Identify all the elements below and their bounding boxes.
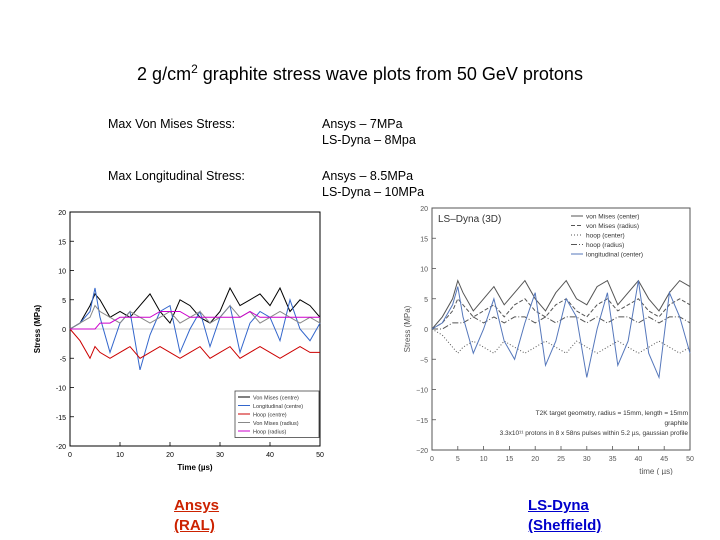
y-tick-label: −20 bbox=[416, 448, 428, 455]
series-line-hoop-radius bbox=[70, 310, 320, 330]
x-tick-label: 30 bbox=[216, 452, 224, 459]
legend-entry: Hoop (centre) bbox=[253, 413, 287, 419]
x-tick-label: 50 bbox=[316, 452, 324, 459]
y-tick-label: 10 bbox=[420, 267, 428, 274]
ansys-plot-frame: 20 15 10 5 0 -5 -10 -15 -20 0 10 20 30 40 50 Time (µs) S… bbox=[30, 200, 330, 478]
x-tick-label: 35 bbox=[609, 456, 617, 463]
ansys-caption-line2[interactable]: (RAL) bbox=[174, 517, 215, 534]
legend-entry: Hoop (radius) bbox=[253, 430, 286, 436]
x-tick-label: 40 bbox=[635, 456, 643, 463]
lsdyna-plot-frame: 20 15 10 5 0 −5 −10 −15 −20 0 5 10 15 20 25 30 35 40 45 50 t… bbox=[398, 200, 700, 475]
y-tick-label: −10 bbox=[416, 388, 428, 395]
y-tick-label: 15 bbox=[420, 236, 428, 243]
x-tick-label: 25 bbox=[557, 456, 565, 463]
legend-box bbox=[568, 210, 688, 262]
stat-value-longitudinal-ansys: Ansys – 8.5MPa bbox=[322, 169, 414, 183]
legend-entry: hoop (radius) bbox=[586, 242, 624, 249]
title-main: 2 g/cm bbox=[137, 64, 192, 84]
y-tick-label: 20 bbox=[420, 206, 428, 213]
y-tick-label: 20 bbox=[58, 210, 66, 217]
x-tick-label: 50 bbox=[686, 456, 694, 463]
x-tick-label: 0 bbox=[68, 452, 72, 459]
x-tick-label: 0 bbox=[430, 456, 434, 463]
y-axis-label: Stress (MPa) bbox=[403, 305, 412, 352]
y-tick-label: -15 bbox=[56, 415, 66, 422]
x-tick-label: 30 bbox=[583, 456, 591, 463]
legend-entry: Von Mises (radius) bbox=[253, 421, 299, 427]
stat-value-von-mises-dyna: LS-Dyna – 8Mpa bbox=[322, 133, 416, 147]
y-axis-label: Stress (MPa) bbox=[33, 304, 42, 353]
stat-label-longitudinal: Max Longitudinal Stress: bbox=[108, 169, 245, 183]
y-tick-label: 5 bbox=[424, 297, 428, 304]
series-line-von-mises-center bbox=[431, 279, 691, 330]
x-tick-label: 5 bbox=[456, 456, 460, 463]
lsdyna-caption-line2[interactable]: (Sheffield) bbox=[528, 517, 602, 534]
y-tick-label: −15 bbox=[416, 418, 428, 425]
x-tick-label: 45 bbox=[660, 456, 668, 463]
y-tick-label: 15 bbox=[58, 239, 66, 246]
x-tick-label: 10 bbox=[116, 452, 124, 459]
y-tick-label: 0 bbox=[62, 327, 66, 334]
series-line-hoop-radius bbox=[432, 316, 691, 330]
title-superscript: 2 bbox=[191, 62, 198, 76]
series-line-hoop-centre bbox=[69, 328, 320, 360]
slide-title: 2 g/cm2 graphite stress wave plots from … bbox=[0, 62, 720, 85]
x-tick-label: 10 bbox=[480, 456, 488, 463]
legend-entry: Longitudinal (centre) bbox=[253, 404, 303, 410]
legend-entry: von Mises (center) bbox=[586, 214, 639, 221]
series-line-von-mises-radius bbox=[431, 297, 691, 330]
series-line-von-mises-centre bbox=[69, 286, 321, 330]
legend-entry: Von Mises (centre) bbox=[253, 396, 299, 402]
y-tick-label: 5 bbox=[62, 298, 66, 305]
x-tick-label: 20 bbox=[166, 452, 174, 459]
title-rest: graphite stress wave plots from 50 GeV p… bbox=[197, 64, 583, 84]
stat-value-von-mises-ansys: Ansys – 7MPa bbox=[322, 117, 403, 131]
legend-entry: hoop (center) bbox=[586, 233, 625, 240]
series-line-longitudinal-centre bbox=[69, 287, 321, 371]
stat-value-longitudinal-dyna: LS-Dyna – 10MPa bbox=[322, 185, 425, 199]
legend-entry: von Mises (radius) bbox=[586, 223, 639, 230]
ansys-caption-line1[interactable]: Ansys bbox=[174, 497, 220, 514]
x-tick-label: 20 bbox=[531, 456, 539, 463]
chart-annotation: graphite bbox=[665, 420, 689, 427]
y-tick-label: −5 bbox=[420, 357, 428, 364]
x-tick-label: 40 bbox=[266, 452, 274, 459]
lsdyna-caption-line1[interactable]: LS-Dyna bbox=[528, 497, 589, 514]
x-tick-label: 15 bbox=[506, 456, 514, 463]
legend-entry: longitudinal (center) bbox=[586, 252, 643, 259]
y-tick-label: -10 bbox=[56, 386, 66, 393]
y-tick-label: 10 bbox=[58, 269, 66, 276]
chart-annotation: T2K target geometry, radius = 15mm, leng… bbox=[536, 410, 688, 417]
y-tick-label: 0 bbox=[424, 327, 428, 334]
y-tick-label: -5 bbox=[60, 356, 66, 363]
series-line-longitudinal-center bbox=[431, 280, 691, 380]
stat-label-von-mises: Max Von Mises Stress: bbox=[108, 117, 236, 131]
y-tick-label: -20 bbox=[56, 444, 66, 451]
chart-annotation: 3.3x10¹¹ protons in 8 x 58ns pulses with… bbox=[500, 430, 689, 437]
chart-title: LS–Dyna (3D) bbox=[438, 214, 501, 225]
x-axis-label: Time (µs) bbox=[177, 463, 212, 472]
x-axis-label: time ( µs) bbox=[639, 467, 673, 475]
